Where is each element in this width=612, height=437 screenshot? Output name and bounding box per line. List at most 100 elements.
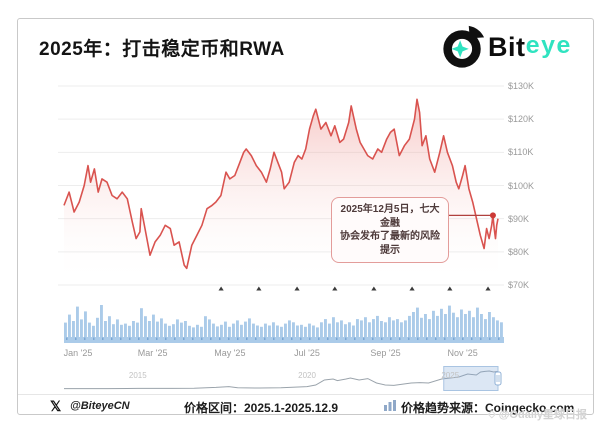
axis-tick (345, 337, 347, 340)
volume-bar (416, 307, 419, 337)
volume-bar (452, 312, 455, 337)
volume-bar (132, 321, 135, 337)
navigator-chart (64, 366, 502, 391)
axis-tick (354, 337, 356, 340)
volume-bar (256, 325, 259, 337)
axis-tick (147, 337, 149, 340)
volume-bar (312, 325, 315, 337)
axis-tick (174, 337, 176, 340)
volume-bar (492, 317, 495, 337)
axis-tick (84, 337, 86, 340)
axis-tick (210, 337, 212, 340)
volume-bar (292, 322, 295, 337)
volume-bar (92, 325, 95, 337)
volume-bar (488, 312, 491, 337)
navigator-year-label: 2020 (298, 371, 316, 380)
navigator-selection (443, 366, 499, 391)
volume-bar (296, 325, 299, 337)
x-tick-label: May '25 (214, 348, 246, 358)
axis-tick (183, 337, 185, 340)
volume-bar (100, 305, 103, 337)
volume-bar (220, 324, 223, 337)
y-tick-label: $100K (508, 180, 535, 191)
odaily-watermark-text: @Odaily星球日报 (498, 409, 588, 421)
volume-bar (224, 321, 227, 337)
volume-bar (192, 327, 195, 337)
axis-tick (390, 337, 392, 340)
volume-bar (376, 315, 379, 337)
volume-bar (400, 322, 403, 337)
data-source-label: 价格趋势来源：Coingecko.com (401, 401, 575, 415)
page-title: 2025年：打击稳定币和RWA (39, 39, 285, 60)
volume-bar (484, 319, 487, 337)
axis-tick (120, 337, 122, 340)
annotation-line-1: 2025年12月5日，七大金融 (340, 204, 440, 229)
volume-bar (356, 319, 359, 337)
volume-bar (448, 305, 451, 337)
y-tick-label: $80K (508, 246, 530, 257)
volume-bar (384, 322, 387, 337)
event-marker-icon (447, 286, 453, 291)
volume-bar (264, 323, 267, 337)
volume-bar (340, 320, 343, 337)
volume-bar (460, 309, 463, 337)
axis-tick (282, 337, 284, 340)
volume-bar (136, 322, 139, 337)
axis-tick (336, 337, 338, 340)
volume-bar (140, 308, 143, 337)
navigator-handle-icon (494, 371, 502, 386)
volume-bar (316, 327, 319, 337)
price-line (63, 98, 499, 270)
axis-tick (102, 337, 104, 340)
annotation-line-2: 协会发布了最新的风险提示 (340, 231, 440, 256)
price-y-axis: $130K $120K $110K $100K $90K $80K $70K (506, 19, 550, 309)
axis-tick (273, 337, 275, 340)
volume-bar (84, 311, 87, 337)
volume-bar (364, 317, 367, 337)
axis-tick (66, 337, 68, 340)
footer-divider (18, 394, 593, 395)
axis-tick (318, 337, 320, 340)
x-tick-label: Mar '25 (137, 348, 168, 358)
volume-bar (128, 325, 131, 337)
axis-tick (219, 337, 221, 340)
navigator-year-label: 2015 (128, 371, 147, 380)
axis-tick (399, 337, 401, 340)
volume-bar (276, 325, 279, 337)
volume-bar (156, 321, 159, 337)
volume-bar (500, 322, 503, 337)
volume-bar (244, 321, 247, 337)
odaily-logo-icon: ◇ (488, 408, 496, 420)
x-twitter-icon: 𝕏 (50, 398, 62, 414)
volume-bar (172, 324, 175, 337)
volume-bar (180, 322, 183, 337)
axis-tick (246, 337, 248, 340)
volume-bar (284, 323, 287, 337)
axis-tick (435, 337, 437, 340)
volume-bar (116, 319, 119, 337)
event-marker-icon (218, 286, 224, 291)
volume-bar (288, 320, 291, 337)
y-tick-label: $70K (508, 280, 530, 290)
x-tick-label: Nov '25 (447, 348, 478, 358)
axis-tick (111, 337, 113, 340)
volume-bar (124, 323, 127, 337)
axis-tick (138, 337, 140, 340)
volume-bar (204, 316, 207, 337)
axis-tick (264, 337, 266, 340)
volume-bar (200, 326, 203, 337)
volume-bar (104, 321, 107, 337)
volume-bar (80, 319, 83, 337)
twitter-handle: @BiteyeCN (70, 400, 130, 412)
volume-bar (336, 322, 339, 337)
axis-tick (129, 337, 131, 340)
volume-bar (440, 308, 443, 337)
axis-tick (372, 337, 374, 340)
volume-bar (112, 324, 115, 337)
axis-tick (381, 337, 383, 340)
biteye-logo-text-bit: Bit (488, 31, 526, 62)
event-marker-icon (409, 286, 415, 291)
volume-bar (396, 319, 399, 337)
axis-tick (291, 337, 293, 340)
event-marker-icon (485, 286, 491, 291)
